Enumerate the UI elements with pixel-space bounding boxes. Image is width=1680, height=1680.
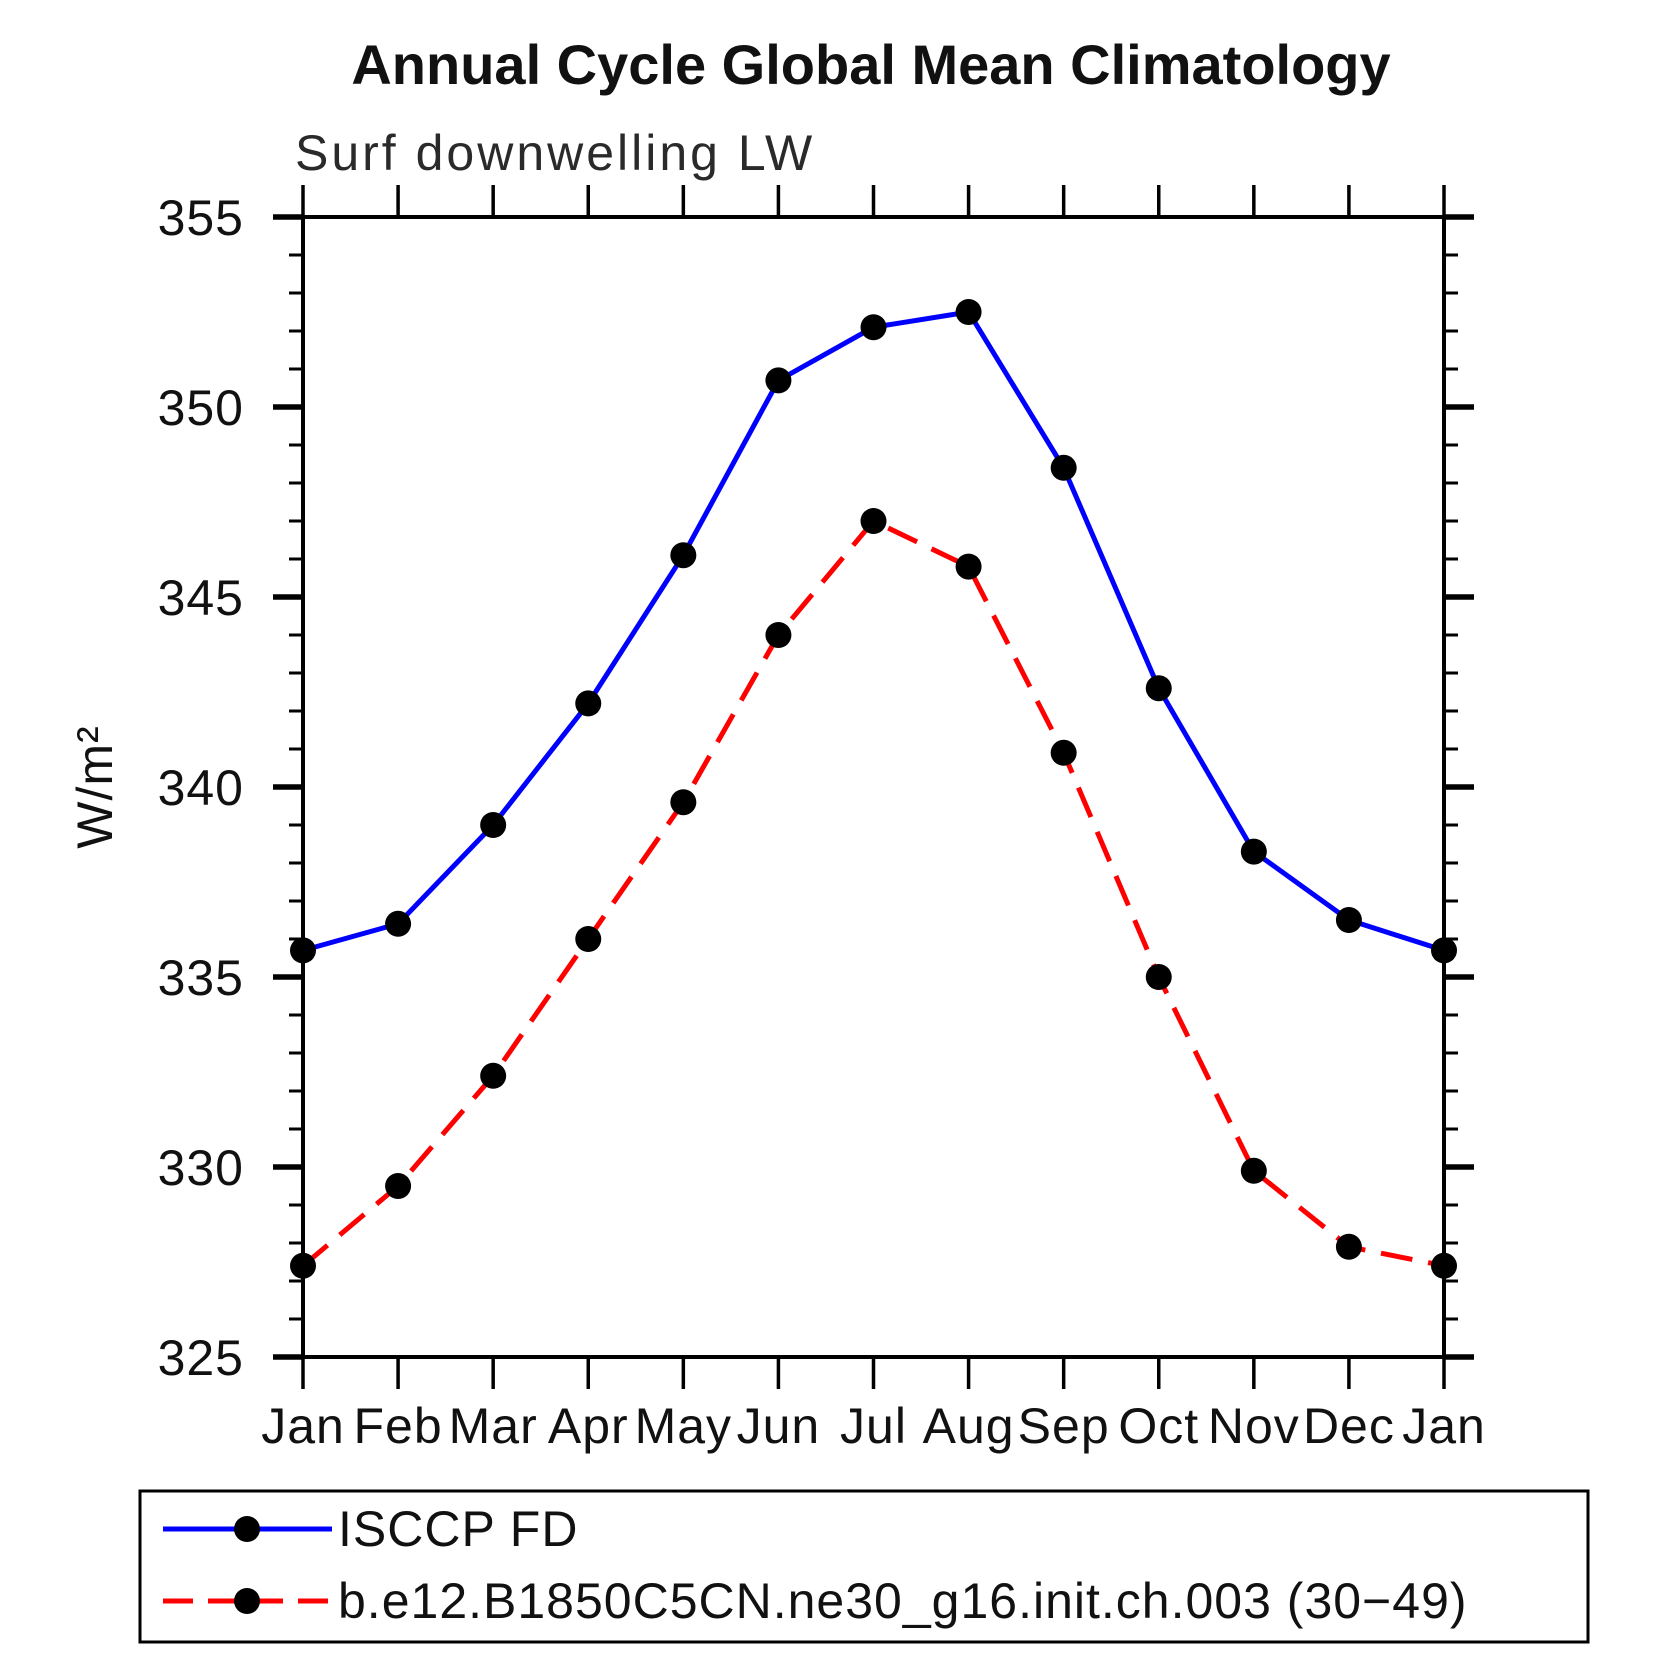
legend-label: ISCCP FD (338, 1501, 578, 1557)
data-point-marker (1335, 1233, 1362, 1260)
chart-title: Annual Cycle Global Mean Climatology (351, 33, 1390, 96)
data-point-marker (1431, 1252, 1457, 1279)
data-point-marker (575, 690, 602, 717)
data-point-marker (385, 910, 412, 937)
y-axis-title: W/m² (67, 725, 123, 848)
data-point-marker (1050, 739, 1077, 766)
data-point-marker (955, 299, 982, 325)
data-point-marker (670, 789, 697, 816)
legend-frame (138, 1489, 1590, 1644)
x-axis-tick-label: Dec (1303, 1398, 1395, 1454)
y-axis-tick-label: 325 (158, 1330, 244, 1386)
chart-subtitle: Surf downwelling LW (295, 125, 815, 181)
data-point-marker (765, 622, 792, 648)
data-point-marker (1240, 1157, 1267, 1184)
data-point-marker (385, 1173, 412, 1199)
series-line-model (301, 517, 1445, 1269)
legend-box: ISCCP FD b.e12.B1850C5CN.ne30_g16.init.ch… (138, 1489, 1590, 1644)
data-point-marker (1145, 675, 1172, 702)
data-point-marker (1431, 937, 1457, 964)
data-point-marker (765, 367, 792, 394)
x-axis-tick-label: Jan (261, 1398, 345, 1454)
data-point-marker (480, 812, 507, 838)
y-axis-tick-label: 345 (158, 570, 244, 626)
data-point-marker (1335, 907, 1362, 933)
y-axis-tick-label: 355 (158, 190, 244, 246)
x-axis-tick-label: Aug (923, 1398, 1015, 1454)
legend-marker (234, 1516, 260, 1542)
data-point-marker (860, 508, 887, 534)
series-line-obs (302, 309, 1445, 953)
x-axis-tick-label: May (635, 1398, 732, 1454)
x-axis-tick-label: Sep (1018, 1398, 1110, 1454)
legend-marker (234, 1588, 260, 1614)
data-point-marker (860, 314, 887, 341)
y-axis-tick-label: 335 (158, 950, 244, 1006)
plot-frame (301, 215, 1446, 1359)
x-axis-tick-label: Apr (548, 1398, 629, 1454)
y-axis-tick-label: 340 (158, 760, 244, 816)
data-point-marker (1050, 454, 1077, 481)
data-point-marker (1240, 838, 1267, 865)
x-axis-tick-label: Jul (840, 1398, 907, 1454)
x-axis-tick-label: Jun (737, 1398, 821, 1454)
legend-label: b.e12.B1850C5CN.ne30_g16.init.ch.003 (30… (338, 1573, 1468, 1629)
x-axis-tick-label: Nov (1208, 1398, 1300, 1454)
data-point-marker (1145, 964, 1172, 990)
y-axis-tick-label: 350 (158, 380, 244, 436)
data-point-marker (575, 926, 602, 952)
x-axis-tick-label: Feb (353, 1398, 442, 1454)
x-axis-tick-label: Jan (1402, 1398, 1486, 1454)
data-point-marker (290, 937, 316, 964)
x-axis-tick-label: Mar (449, 1398, 538, 1454)
data-point-marker (480, 1062, 507, 1089)
x-axis-tick-label: Oct (1118, 1398, 1199, 1454)
y-axis-tick-label: 330 (158, 1140, 244, 1196)
data-point-marker (955, 553, 982, 580)
data-point-marker (670, 542, 697, 569)
data-point-marker (290, 1252, 316, 1279)
